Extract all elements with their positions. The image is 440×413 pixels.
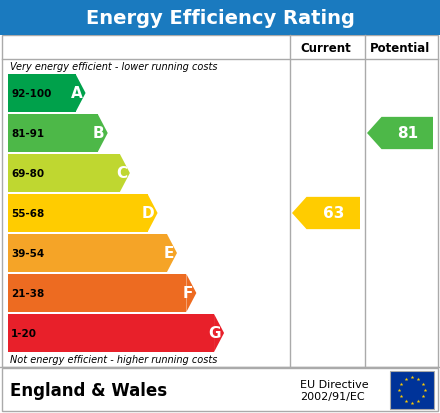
Text: 63: 63 bbox=[323, 206, 344, 221]
Text: Very energy efficient - lower running costs: Very energy efficient - lower running co… bbox=[10, 62, 217, 72]
Text: 69-80: 69-80 bbox=[11, 169, 44, 178]
Text: 81-91: 81-91 bbox=[11, 129, 44, 139]
Polygon shape bbox=[292, 197, 360, 230]
Text: 39-54: 39-54 bbox=[11, 248, 44, 259]
Text: F: F bbox=[183, 286, 193, 301]
Text: 2002/91/EC: 2002/91/EC bbox=[300, 391, 365, 401]
Polygon shape bbox=[187, 274, 196, 312]
Bar bbox=[2, 36, 438, 367]
Bar bbox=[8, 75, 76, 113]
Text: England & Wales: England & Wales bbox=[10, 381, 167, 399]
Text: D: D bbox=[142, 206, 154, 221]
Bar bbox=[8, 274, 187, 312]
Polygon shape bbox=[167, 235, 177, 272]
Polygon shape bbox=[367, 118, 433, 150]
Text: C: C bbox=[116, 166, 127, 181]
Polygon shape bbox=[120, 154, 130, 192]
Text: Not energy efficient - higher running costs: Not energy efficient - higher running co… bbox=[10, 355, 217, 365]
Text: 81: 81 bbox=[397, 126, 418, 141]
Text: Current: Current bbox=[301, 41, 352, 55]
Bar bbox=[0, 367, 440, 413]
Bar bbox=[2, 368, 438, 411]
Text: 1-20: 1-20 bbox=[11, 328, 37, 338]
Text: G: G bbox=[209, 326, 221, 341]
Text: 21-38: 21-38 bbox=[11, 288, 44, 298]
Bar bbox=[390, 371, 434, 409]
Text: 55-68: 55-68 bbox=[11, 209, 44, 218]
Text: Energy Efficiency Rating: Energy Efficiency Rating bbox=[85, 9, 355, 27]
Polygon shape bbox=[76, 75, 85, 113]
Text: A: A bbox=[71, 86, 83, 101]
Polygon shape bbox=[214, 314, 224, 352]
Bar bbox=[8, 235, 167, 272]
Bar bbox=[8, 115, 98, 153]
Text: 92-100: 92-100 bbox=[11, 89, 51, 99]
Bar bbox=[0, 0, 440, 36]
Polygon shape bbox=[147, 195, 158, 233]
Text: Potential: Potential bbox=[370, 41, 430, 55]
Text: EU Directive: EU Directive bbox=[300, 379, 369, 389]
Text: B: B bbox=[93, 126, 105, 141]
Text: E: E bbox=[164, 246, 174, 261]
Bar bbox=[8, 195, 147, 233]
Bar bbox=[8, 314, 214, 352]
Polygon shape bbox=[98, 115, 108, 153]
Bar bbox=[8, 154, 120, 192]
